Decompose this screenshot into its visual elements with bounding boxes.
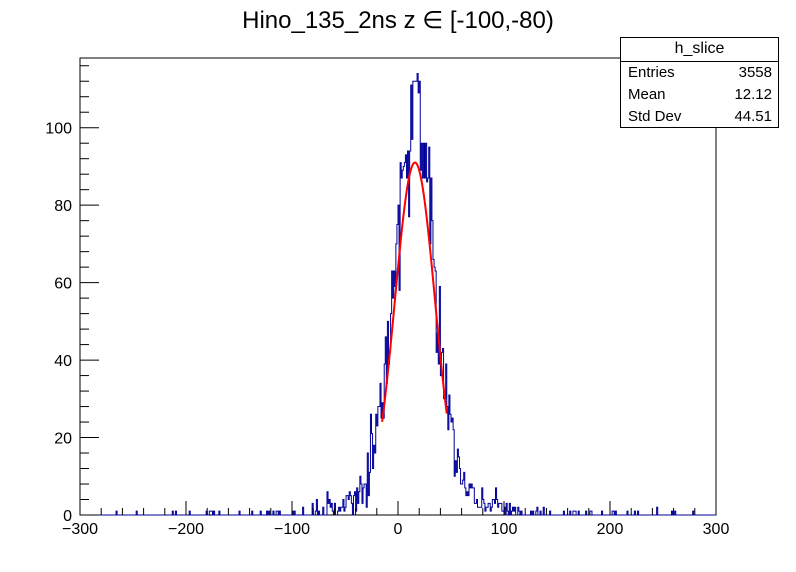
x-tick-label: −200 xyxy=(168,521,204,538)
y-tick-label: 100 xyxy=(45,121,72,138)
y-tick-label: 20 xyxy=(54,431,72,448)
x-tick-label: 100 xyxy=(491,521,518,538)
fit-line xyxy=(381,161,448,423)
stats-row-mean: Mean 12.12 xyxy=(621,84,778,106)
stats-key: Entries xyxy=(628,64,675,81)
x-tick-label: 300 xyxy=(703,521,730,538)
axes: −300 −200 −100 0 100 200 300 0 20 40 60 80 100 xyxy=(45,65,730,538)
stats-value: 3558 xyxy=(738,64,772,81)
stats-box-title: h_slice xyxy=(621,38,778,62)
y-tick-label: 0 xyxy=(63,508,72,525)
stats-key: Mean xyxy=(628,86,666,103)
stats-row-entries: Entries 3558 xyxy=(621,62,778,84)
stats-row-stddev: Std Dev 44.51 xyxy=(621,106,778,128)
fit-curve xyxy=(381,161,448,423)
x-tick-label: −300 xyxy=(62,521,98,538)
stats-value: 12.12 xyxy=(734,86,772,103)
x-tick-label: 0 xyxy=(394,521,403,538)
x-tick-label: −100 xyxy=(274,521,310,538)
stats-key: Std Dev xyxy=(628,108,682,125)
histogram-series xyxy=(80,72,716,516)
stats-box: h_slice Entries 3558 Mean 12.12 Std Dev … xyxy=(620,37,779,128)
y-tick-label: 40 xyxy=(54,353,72,370)
x-tick-label: 200 xyxy=(597,521,624,538)
histogram-line xyxy=(80,72,716,516)
chart-title: Hino_135_2ns z ∈ [-100,-80) xyxy=(242,7,554,34)
stats-value: 44.51 xyxy=(734,108,772,125)
y-tick-label: 80 xyxy=(54,198,72,215)
y-tick-label: 60 xyxy=(54,276,72,293)
